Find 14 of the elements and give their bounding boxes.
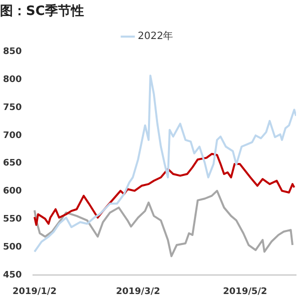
- y-tick-label: 500: [2, 242, 22, 253]
- y-tick-label: 750: [2, 102, 22, 113]
- chart-title: 图：SC季节性: [0, 3, 84, 20]
- x-tick-label: 2019/3/2: [116, 286, 160, 297]
- y-tick-label: 450: [2, 270, 22, 281]
- x-tick-label: 2019/5/2: [223, 286, 268, 297]
- y-tick-label: 550: [2, 214, 22, 225]
- legend-label: 2022年: [138, 30, 174, 42]
- y-tick-label: 700: [2, 130, 22, 141]
- y-tick-label: 650: [2, 158, 22, 169]
- y-tick-label: 850: [2, 46, 22, 57]
- y-tick-label: 600: [2, 186, 22, 197]
- y-tick-label: 800: [2, 74, 22, 85]
- x-tick-label: 2019/1/2: [12, 286, 57, 297]
